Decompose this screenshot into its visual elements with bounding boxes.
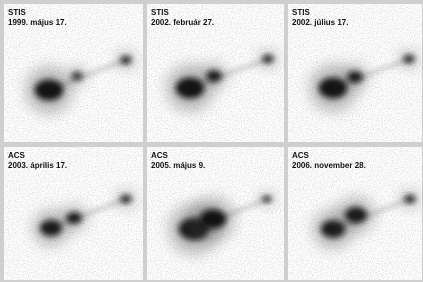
date-label: 2002. február 27. bbox=[151, 18, 214, 27]
instrument-label: STIS bbox=[8, 8, 26, 17]
instrument-label: STIS bbox=[292, 8, 310, 17]
instrument-label: STIS bbox=[151, 8, 169, 17]
date-label: 2002. július 17. bbox=[292, 18, 348, 27]
date-label: 2003. április 17. bbox=[8, 161, 67, 170]
date-label: 1999. május 17. bbox=[8, 18, 67, 27]
instrument-label: ACS bbox=[8, 151, 26, 160]
image-grid: STIS1999. május 17.STIS2002. február 27.… bbox=[0, 0, 423, 282]
instrument-label: ACS bbox=[151, 151, 169, 160]
date-label: 2005. május 9. bbox=[151, 161, 205, 170]
date-label: 2006. november 28. bbox=[292, 161, 366, 170]
instrument-label: ACS bbox=[292, 151, 310, 160]
